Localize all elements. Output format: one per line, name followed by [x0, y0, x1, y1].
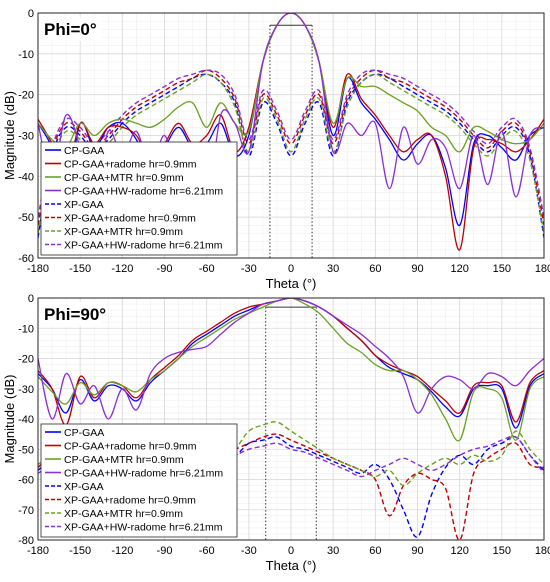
title-background	[40, 17, 102, 41]
plot-frame	[37, 12, 545, 259]
x-tick-label: 90	[411, 263, 423, 275]
chart-title: Phi=0°	[44, 20, 97, 39]
y-tick-labels: 0 -10 -20 -30 -40 -50 -60	[18, 8, 34, 265]
legend-entry-label: CP-GAA	[64, 427, 104, 439]
x-tick-label: 120	[450, 545, 468, 557]
legend-entry-label: XP-GAA+MTR hr=0.9mm	[64, 508, 183, 520]
x-tick-label: 150	[493, 263, 511, 275]
x-tick-label: 30	[327, 263, 339, 275]
x-tick-label: 30	[327, 545, 339, 557]
x-tick-label: -120	[111, 263, 133, 275]
y-tick-label: -70	[18, 505, 34, 517]
x-tick-label: 0	[288, 263, 294, 275]
x-tick-label: -120	[111, 545, 133, 557]
legend-entry-label: CP-GAA+radome hr=0.9mm	[64, 441, 197, 453]
title-background	[40, 302, 102, 326]
y-tick-label: -80	[18, 535, 34, 547]
x-tick-label: 60	[369, 263, 381, 275]
series-line-xp-gaa	[38, 73, 544, 238]
y-axis-label: Magnitude (dB)	[2, 375, 17, 464]
legend-entry-label: XP-GAA+radome hr=0.9mm	[64, 213, 196, 225]
y-tick-label: -30	[18, 384, 34, 396]
legend-box	[40, 423, 238, 538]
legend-entry-label: XP-GAA+HW-radome hr=6.21mm	[64, 240, 223, 252]
y-tick-label: -20	[18, 90, 34, 102]
x-tick-label: 120	[450, 263, 468, 275]
legend-entry-label: CP-GAA+MTR hr=0.9mm	[64, 172, 184, 184]
x-tick-label: 180	[535, 263, 550, 275]
y-tick-label: -10	[18, 49, 34, 61]
x-tick-label: -90	[157, 545, 173, 557]
y-tick-label: -30	[18, 131, 34, 143]
x-tick-label: -30	[241, 545, 257, 557]
x-axis-label: Theta (°)	[266, 276, 317, 291]
x-tick-label: -90	[157, 263, 173, 275]
y-tick-label: 0	[28, 293, 34, 305]
y-tick-label: -60	[18, 253, 34, 265]
legend-entry-label: XP-GAA+radome hr=0.9mm	[64, 495, 196, 507]
series-line-cp-gaa-mtr-hr-0-9mm	[38, 13, 544, 153]
legend-entry-label: XP-GAA	[64, 481, 104, 493]
x-tick-label: -60	[199, 263, 215, 275]
y-tick-label: -60	[18, 475, 34, 487]
x-tick-label: 0	[288, 545, 294, 557]
y-tick-label: -50	[18, 444, 34, 456]
legend-box	[40, 141, 238, 256]
y-tick-label: -50	[18, 212, 34, 224]
x-tick-label: -180	[27, 263, 49, 275]
x-tick-label: -180	[27, 545, 49, 557]
x-tick-label: -60	[199, 545, 215, 557]
legend-entry-label: CP-GAA+MTR hr=0.9mm	[64, 454, 184, 466]
plot-frame	[37, 297, 545, 541]
x-tick-label: 150	[493, 545, 511, 557]
x-tick-label: -30	[241, 263, 257, 275]
y-tick-label: -40	[18, 414, 34, 426]
x-tick-label: -150	[69, 545, 91, 557]
y-tick-labels: 0 -10 -20 -30 -40 -50 -60 -70 -80	[18, 293, 34, 547]
y-axis-label: Magnitude (dB)	[2, 91, 17, 180]
y-tick-label: -20	[18, 354, 34, 366]
x-tick-label: 90	[411, 545, 423, 557]
x-tick-label: 60	[369, 545, 381, 557]
y-tick-label: -40	[18, 171, 34, 183]
x-tick-labels: -180 -150 -120 -90 -60 -30 0 30 60 90 120 150 180	[27, 545, 550, 557]
chart-title: Phi=90°	[44, 305, 106, 324]
legend-entry-label: CP-GAA+radome hr=0.9mm	[64, 159, 197, 171]
legend-entry-label: CP-GAA+HW-radome hr=6.21mm	[64, 186, 223, 198]
series-line-cp-gaa-mtr-hr-0-9mm	[38, 298, 544, 442]
x-tick-label: -150	[69, 263, 91, 275]
legend-entry-label: CP-GAA+HW-radome hr=6.21mm	[64, 468, 223, 480]
x-tick-labels: -180 -150 -120 -90 -60 -30 0 30 60 90 120 150 180	[27, 263, 550, 275]
y-tick-label: 0	[28, 8, 34, 20]
legend-entry-label: XP-GAA	[64, 199, 104, 211]
x-axis-label: Theta (°)	[266, 558, 317, 573]
x-tick-label: 180	[535, 545, 550, 557]
legend-entry-label: XP-GAA+MTR hr=0.9mm	[64, 226, 183, 238]
legend-entry-label: XP-GAA+HW-radome hr=6.21mm	[64, 522, 223, 534]
y-tick-label: -10	[18, 323, 34, 335]
legend-entry-label: CP-GAA	[64, 145, 104, 157]
